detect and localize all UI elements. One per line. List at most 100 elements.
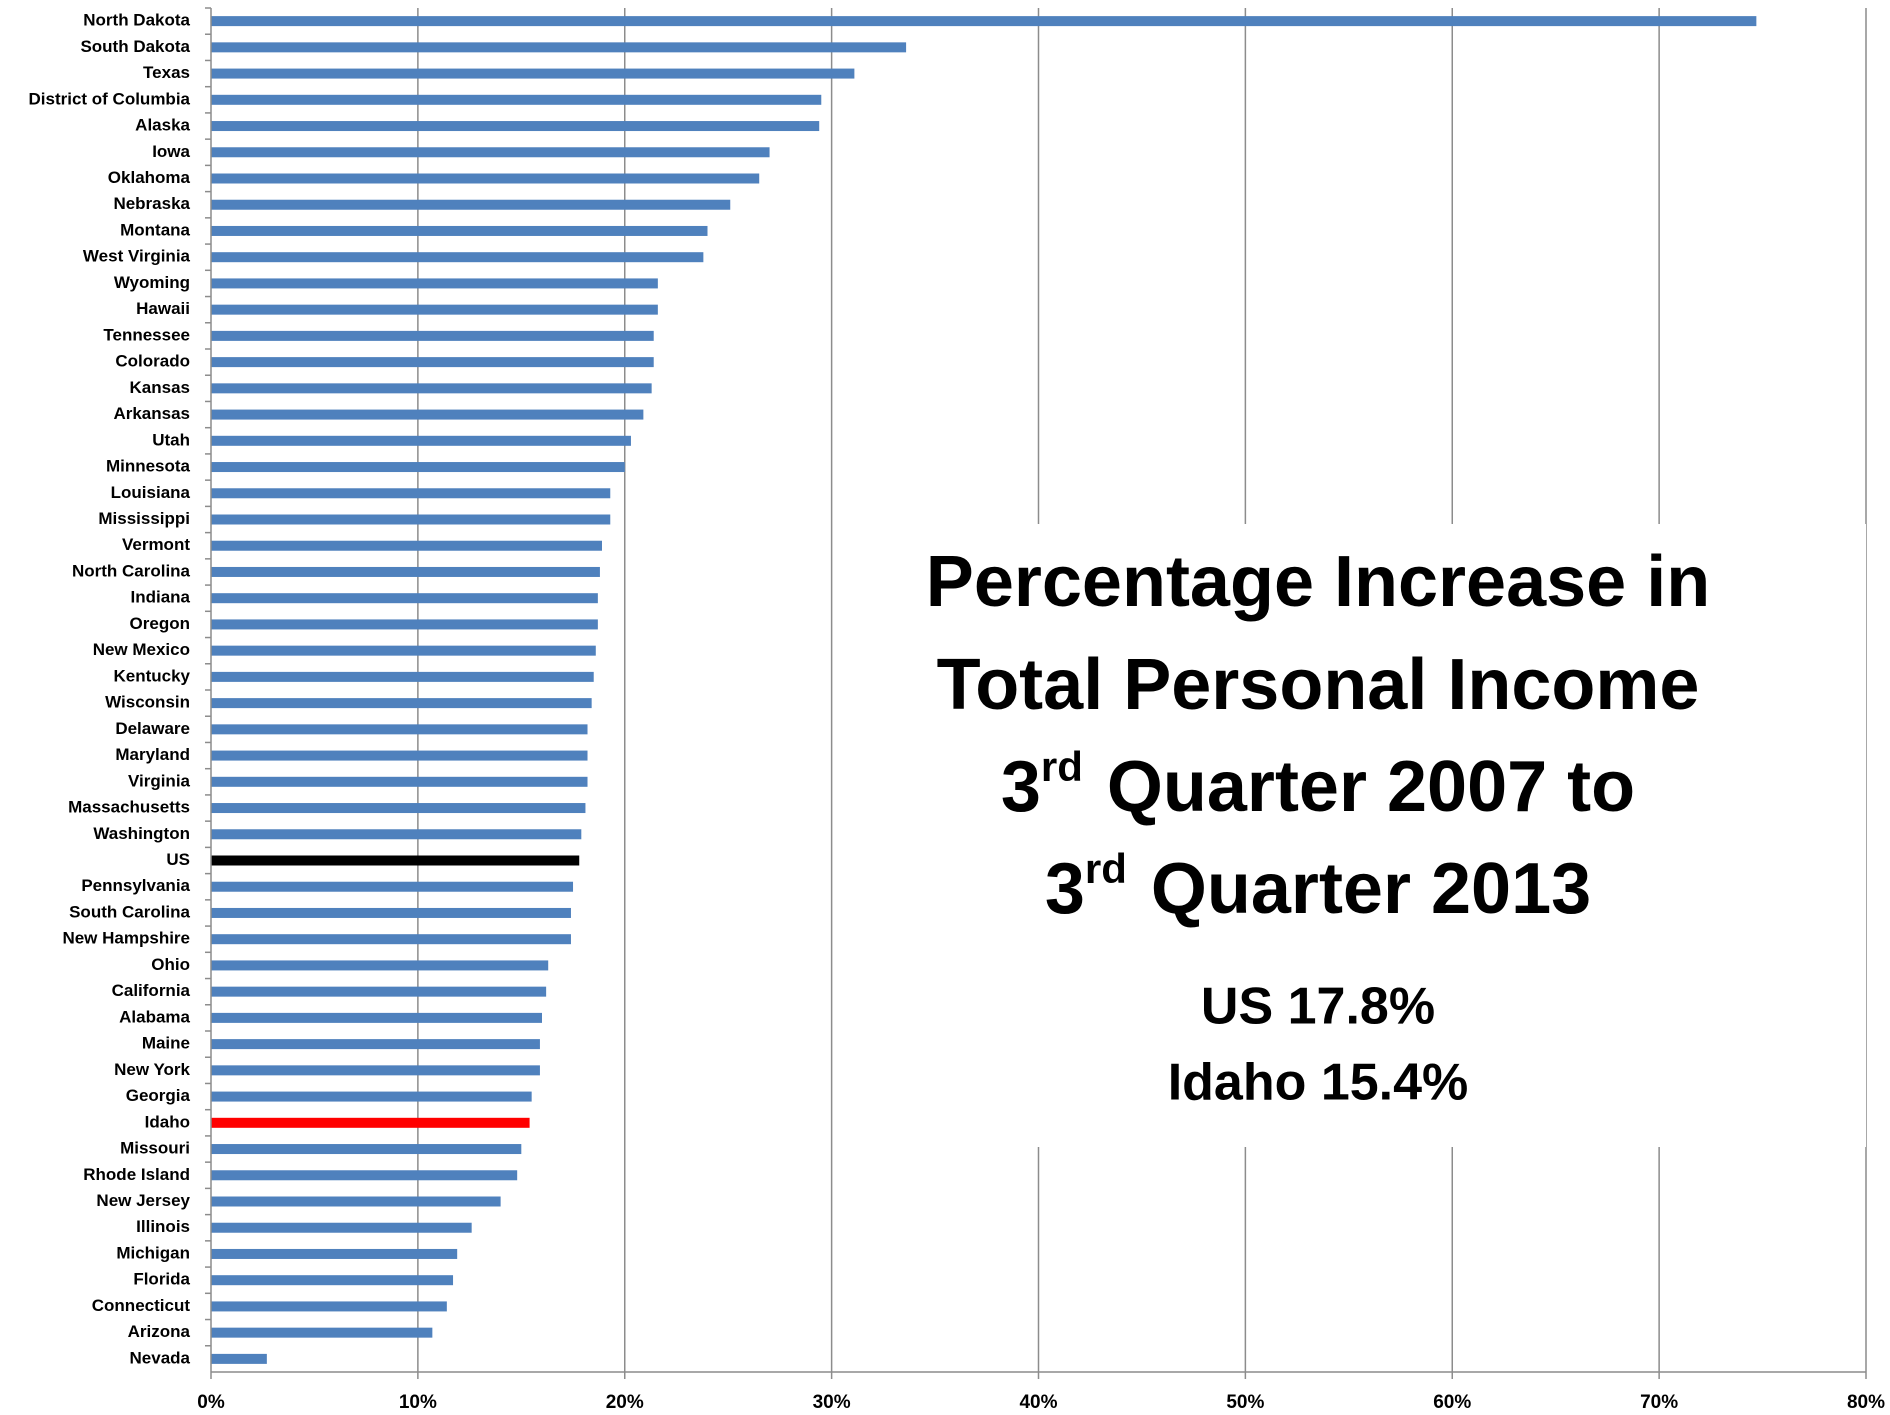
- bar: [211, 1170, 518, 1181]
- y-tick-label: Arkansas: [113, 404, 190, 423]
- y-tick-label: Louisiana: [111, 483, 191, 502]
- bar: [211, 855, 580, 866]
- x-tick-label: 40%: [1019, 1392, 1057, 1413]
- y-tick-label: Vermont: [122, 535, 190, 554]
- bar: [211, 986, 547, 997]
- bar: [211, 1144, 522, 1155]
- title-superscript: rd: [1085, 845, 1127, 892]
- y-tick-label: Hawaii: [136, 299, 190, 318]
- y-tick-label: Minnesota: [106, 457, 191, 476]
- x-tick-label: 20%: [606, 1392, 644, 1413]
- y-tick-label: North Dakota: [83, 11, 190, 30]
- x-tick-label: 10%: [399, 1392, 437, 1413]
- y-tick-label: Oregon: [130, 614, 190, 633]
- bar: [211, 593, 598, 604]
- x-tick-label: 70%: [1640, 1392, 1678, 1413]
- bar: [211, 304, 658, 315]
- bar: [211, 1117, 530, 1128]
- y-tick-label: Connecticut: [92, 1296, 191, 1315]
- y-tick-label: Alaska: [135, 116, 190, 135]
- bar: [211, 252, 704, 263]
- y-tick-label: Missouri: [120, 1139, 190, 1158]
- y-tick-label: District of Columbia: [28, 89, 190, 108]
- bar: [211, 1327, 433, 1338]
- bar: [211, 357, 654, 368]
- x-tick-label: 80%: [1847, 1392, 1885, 1413]
- title-text: Quarter 2007 to: [1107, 747, 1635, 827]
- x-tick-label: 30%: [813, 1392, 851, 1413]
- y-tick-label: Washington: [93, 824, 190, 843]
- y-tick-label: Nevada: [130, 1348, 191, 1367]
- y-tick-label: Massachusetts: [68, 798, 190, 817]
- y-tick-label: Ohio: [151, 955, 190, 974]
- bar: [211, 225, 708, 236]
- bar: [211, 1091, 532, 1102]
- title-line: 3rd Quarter 2013: [1045, 845, 1591, 929]
- bar: [211, 1275, 454, 1286]
- y-tick-label: South Dakota: [80, 37, 190, 56]
- bar: [211, 881, 574, 892]
- bar: [211, 1065, 540, 1076]
- title-line: Total Personal Income: [937, 645, 1700, 725]
- y-tick-label: Tennessee: [103, 325, 190, 344]
- y-tick-label: Utah: [152, 430, 190, 449]
- bar: [211, 435, 631, 446]
- y-tick-label: Nebraska: [113, 194, 190, 213]
- bar: [211, 514, 611, 525]
- bar: [211, 278, 658, 289]
- y-tick-label: Wyoming: [114, 273, 190, 292]
- bar: [211, 698, 592, 709]
- labels: 0% 10% 20% 30% 40% 50% 60% 70% 80% North Dakota So…: [28, 7, 1885, 1413]
- title-line: 3rd Quarter 2007 to: [1001, 743, 1635, 827]
- bar: [211, 619, 598, 630]
- bar: [211, 16, 1757, 27]
- bar: [211, 566, 600, 577]
- x-tick-label: 50%: [1226, 1392, 1264, 1413]
- x-tick-label: 60%: [1433, 1392, 1471, 1413]
- y-tick-label: California: [112, 981, 191, 1000]
- title-number: 3: [1001, 747, 1041, 827]
- bar: [211, 462, 625, 473]
- y-tick-label: Wisconsin: [105, 693, 190, 712]
- y-tick-label: Pennsylvania: [81, 876, 190, 895]
- bar: [211, 147, 770, 158]
- y-tick-label: Colorado: [115, 352, 190, 371]
- y-tick-label: Idaho: [145, 1112, 190, 1131]
- bar: [211, 829, 582, 840]
- annotation: Idaho 15.4%: [1168, 1054, 1469, 1112]
- bar: [211, 409, 644, 420]
- y-tick-label: Montana: [120, 220, 190, 239]
- y-tick-label: Texas: [143, 63, 190, 82]
- y-tick-label: New Hampshire: [62, 929, 190, 948]
- y-tick-label: New Jersey: [96, 1191, 190, 1210]
- bar: [211, 199, 731, 210]
- bar: [211, 1196, 501, 1207]
- annotation: US 17.8%: [1201, 978, 1435, 1036]
- y-tick-label: South Carolina: [69, 902, 190, 921]
- bar: [211, 750, 588, 761]
- bar: [211, 1353, 267, 1364]
- bar: [211, 1248, 458, 1259]
- bar: [211, 94, 822, 105]
- y-tick-label: West Virginia: [83, 247, 191, 266]
- y-tick-label: Maine: [142, 1034, 190, 1053]
- y-tick-label: Indiana: [130, 588, 190, 607]
- y-tick-label: Oklahoma: [108, 168, 191, 187]
- bars: [211, 16, 1757, 1364]
- bar: [211, 1222, 472, 1233]
- y-tick-label: Maryland: [115, 745, 190, 764]
- bar: [211, 960, 549, 971]
- y-tick-label: Florida: [133, 1270, 190, 1289]
- y-tick-label: New York: [114, 1060, 190, 1079]
- y-tick-label: Mississippi: [98, 509, 190, 528]
- bar: [211, 724, 588, 735]
- y-tick-label: Virginia: [128, 771, 191, 790]
- y-tick-label: New Mexico: [93, 640, 190, 659]
- bar: [211, 488, 611, 499]
- bar: [211, 1301, 447, 1312]
- y-tick-label: Alabama: [119, 1007, 190, 1026]
- bar: [211, 121, 820, 132]
- bar: [211, 68, 855, 79]
- bar: [211, 803, 586, 814]
